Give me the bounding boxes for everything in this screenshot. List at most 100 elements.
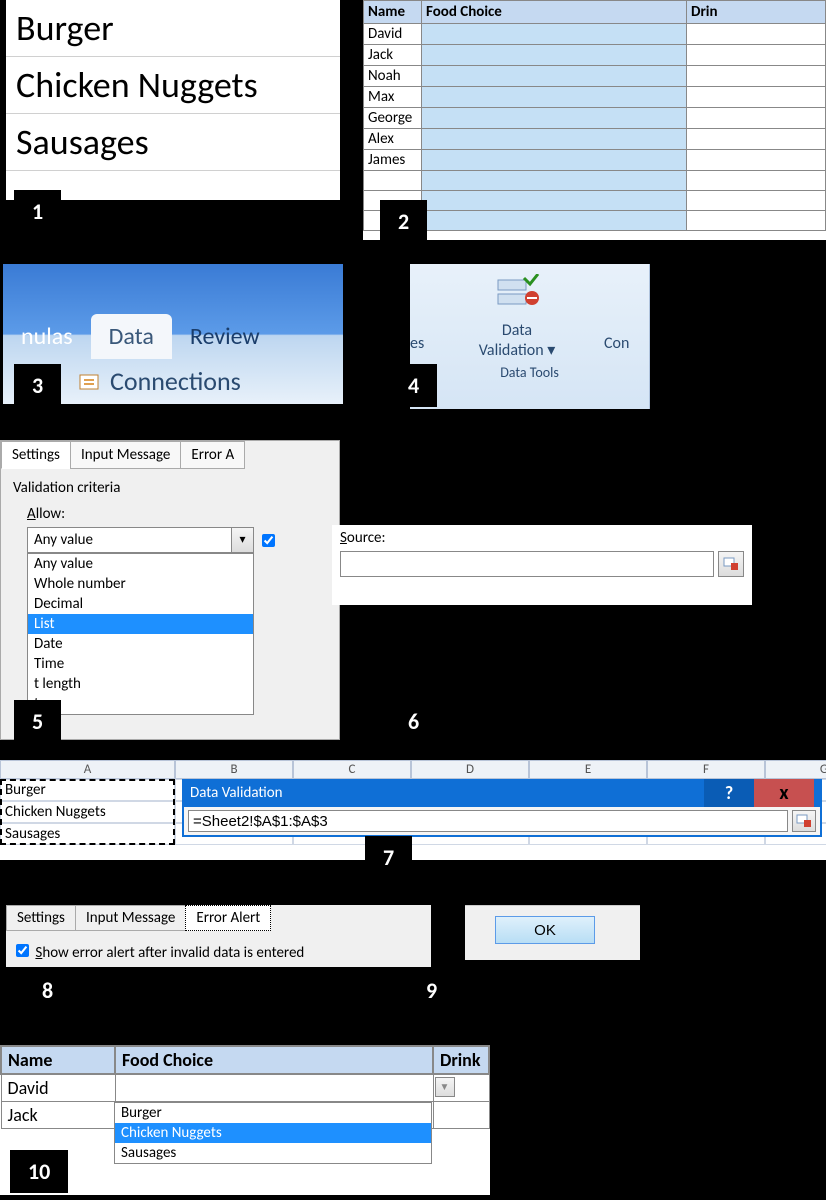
- allow-combo-arrow[interactable]: ▾: [232, 527, 254, 553]
- dropdown-arrow-icon[interactable]: ▼: [435, 1077, 455, 1097]
- col-name-header: Name: [1, 1046, 115, 1074]
- partial-label-con[interactable]: Con: [604, 264, 649, 353]
- ribbon-group-label: Data Tools: [410, 364, 649, 381]
- name-cell[interactable]: Jack: [364, 45, 422, 66]
- connections-label: Connections: [110, 365, 241, 397]
- allow-option[interactable]: Decimal: [28, 594, 253, 614]
- name-cell[interactable]: David: [364, 24, 422, 45]
- tab-review[interactable]: Review: [172, 314, 278, 359]
- drink-cell[interactable]: [687, 129, 826, 150]
- allow-option[interactable]: Time: [28, 654, 253, 674]
- step-badge-4: 4: [390, 364, 437, 407]
- dv-label-top: Data: [430, 321, 604, 340]
- food-cell[interactable]: [422, 129, 687, 150]
- ok-button-panel: OK: [465, 905, 640, 960]
- food-cell[interactable]: [422, 87, 687, 108]
- name-cell[interactable]: George: [364, 108, 422, 129]
- drink-cell[interactable]: [687, 87, 826, 108]
- food-cell[interactable]: [422, 66, 687, 87]
- help-button[interactable]: ?: [704, 779, 754, 807]
- col-header[interactable]: C: [293, 760, 411, 779]
- result-dropdown-panel: Name Food Choice Drink David ▼ Jack Burg…: [0, 1045, 490, 1195]
- drink-cell[interactable]: [433, 1102, 489, 1129]
- food-cell[interactable]: [422, 24, 687, 45]
- dropdown-list[interactable]: Burger Chicken Nuggets Sausages: [114, 1102, 432, 1164]
- allow-combo[interactable]: Any value: [27, 527, 232, 553]
- allow-option-list[interactable]: List: [28, 614, 253, 634]
- tab-settings[interactable]: Settings: [6, 905, 76, 931]
- name-cell[interactable]: [364, 171, 422, 191]
- col-header[interactable]: G: [765, 760, 826, 779]
- col-header[interactable]: B: [175, 760, 293, 779]
- food-cell[interactable]: [422, 45, 687, 66]
- drink-cell[interactable]: [687, 150, 826, 171]
- step-badge-6: 6: [390, 700, 437, 743]
- dropdown-item-selected[interactable]: Chicken Nuggets: [115, 1123, 431, 1143]
- expand-dialog-button[interactable]: [792, 810, 816, 832]
- name-cell[interactable]: Jack: [1, 1102, 115, 1129]
- allow-option[interactable]: tom: [28, 694, 253, 714]
- validation-dialog-panel: Settings Input Message Error A Validatio…: [0, 440, 340, 740]
- tab-formulas[interactable]: nulas: [3, 314, 91, 359]
- connections-button[interactable]: Connections: [78, 365, 241, 400]
- ignore-blank-checkbox[interactable]: [262, 534, 275, 547]
- allow-option[interactable]: Date: [28, 634, 253, 654]
- name-cell[interactable]: James: [364, 150, 422, 171]
- dropdown-arrow-icon: ▾: [547, 341, 555, 360]
- tab-settings[interactable]: Settings: [1, 441, 71, 469]
- data-validation-button[interactable]: Data Validation ▾: [430, 264, 604, 360]
- tab-data[interactable]: Data: [91, 314, 172, 359]
- ok-button[interactable]: OK: [495, 916, 595, 944]
- connections-icon: [78, 368, 104, 400]
- name-cell[interactable]: Alex: [364, 129, 422, 150]
- names-table[interactable]: Name Food Choice Drin David Jack Noah Ma…: [363, 0, 826, 231]
- drink-cell[interactable]: [687, 45, 826, 66]
- tab-input-message[interactable]: Input Message: [75, 905, 186, 931]
- close-button[interactable]: x: [754, 779, 814, 807]
- source-input[interactable]: [340, 551, 714, 577]
- allow-listbox[interactable]: Any value Whole number Decimal List Date…: [27, 553, 254, 715]
- dv-label-bottom: Validation: [479, 341, 544, 360]
- cell-a3[interactable]: Sausages: [0, 823, 175, 845]
- food-cell[interactable]: [422, 150, 687, 171]
- allow-option[interactable]: Whole number: [28, 574, 253, 594]
- col-header[interactable]: E: [529, 760, 647, 779]
- food-cell[interactable]: [422, 211, 687, 231]
- food-cell-with-dropdown[interactable]: ▼: [115, 1074, 433, 1102]
- food-cell[interactable]: [422, 108, 687, 129]
- allow-option[interactable]: Any value: [28, 554, 253, 574]
- tab-error-alert[interactable]: Error A: [180, 441, 245, 469]
- food-cell[interactable]: [422, 191, 687, 211]
- tab-error-alert[interactable]: Error Alert: [185, 905, 271, 931]
- name-cell[interactable]: Max: [364, 87, 422, 108]
- name-cell[interactable]: Noah: [364, 66, 422, 87]
- col-food-header: Food Choice: [115, 1046, 433, 1074]
- drink-cell[interactable]: [687, 211, 826, 231]
- dv-formula-input[interactable]: [188, 810, 788, 832]
- partial-label-es: es: [410, 264, 430, 353]
- drink-cell[interactable]: [687, 171, 826, 191]
- col-header[interactable]: A: [0, 760, 175, 779]
- drink-cell[interactable]: [687, 66, 826, 87]
- data-validation-icon: [430, 274, 604, 319]
- cell-a1[interactable]: Burger: [0, 779, 175, 801]
- name-cell[interactable]: David: [1, 1074, 115, 1102]
- drink-cell[interactable]: [687, 108, 826, 129]
- cell-a2[interactable]: Chicken Nuggets: [0, 801, 175, 823]
- show-error-alert-label: Show error alert after invalid data is e…: [35, 944, 304, 962]
- col-header[interactable]: D: [411, 760, 529, 779]
- dropdown-item[interactable]: Burger: [115, 1103, 431, 1123]
- data-validation-collapsed-dialog[interactable]: Data Validation ? x: [182, 779, 822, 837]
- allow-option[interactable]: t length: [28, 674, 253, 694]
- col-drink-header: Drin: [687, 1, 826, 24]
- food-cell[interactable]: [422, 171, 687, 191]
- dropdown-item[interactable]: Sausages: [115, 1143, 431, 1163]
- range-picker-button[interactable]: [718, 551, 744, 577]
- col-name-header: Name: [364, 1, 422, 24]
- drink-cell[interactable]: [687, 191, 826, 211]
- tab-input-message[interactable]: Input Message: [70, 441, 181, 469]
- col-header[interactable]: F: [647, 760, 765, 779]
- show-error-alert-checkbox[interactable]: [16, 944, 29, 957]
- col-drink-header: Drink: [433, 1046, 489, 1074]
- drink-cell[interactable]: [687, 24, 826, 45]
